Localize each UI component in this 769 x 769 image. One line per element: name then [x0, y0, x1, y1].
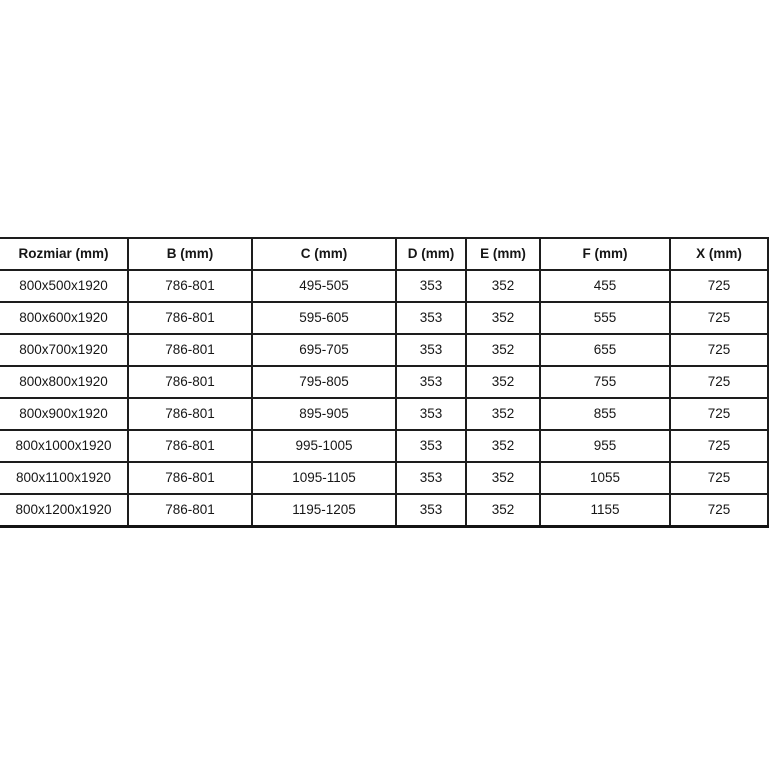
- table-cell-b: 786-801: [128, 462, 253, 495]
- table-cell-f: 855: [540, 398, 671, 431]
- table-cell-rozmiar: 800x500x1920: [0, 270, 129, 303]
- table-cell-rozmiar: 800x800x1920: [0, 366, 129, 399]
- table-cell-d: 353: [396, 334, 467, 367]
- table-cell-e: 352: [466, 398, 541, 431]
- table-cell-x: 725: [670, 462, 769, 495]
- table-cell-e: 352: [466, 494, 541, 528]
- table-cell-d: 353: [396, 366, 467, 399]
- table-cell-c: 495-505: [252, 270, 397, 303]
- table-cell-b: 786-801: [128, 334, 253, 367]
- column-header-d: D (mm): [396, 237, 467, 271]
- table-cell-c: 1195-1205: [252, 494, 397, 528]
- table-cell-f: 1155: [540, 494, 671, 528]
- table-cell-c: 595-605: [252, 302, 397, 335]
- table-cell-f: 1055: [540, 462, 671, 495]
- column-header-f: F (mm): [540, 237, 671, 271]
- table-cell-x: 725: [670, 302, 769, 335]
- table-cell-d: 353: [396, 494, 467, 528]
- dimensions-table: Rozmiar (mm) B (mm) C (mm) D (mm) E (mm) F (m…: [0, 237, 769, 528]
- table-cell-c: 795-805: [252, 366, 397, 399]
- table-cell-rozmiar: 800x600x1920: [0, 302, 129, 335]
- column-header-rozmiar: Rozmiar (mm): [0, 237, 129, 271]
- table-cell-e: 352: [466, 270, 541, 303]
- table-row: 800x700x1920 786-801 695-705 353 352 655 725: [0, 334, 769, 367]
- table-cell-x: 725: [670, 334, 769, 367]
- table-cell-rozmiar: 800x700x1920: [0, 334, 129, 367]
- table-cell-e: 352: [466, 462, 541, 495]
- table-cell-b: 786-801: [128, 494, 253, 528]
- header-row: Rozmiar (mm) B (mm) C (mm) D (mm) E (mm) F (m…: [0, 237, 769, 271]
- table-cell-c: 895-905: [252, 398, 397, 431]
- table-cell-x: 725: [670, 398, 769, 431]
- table-cell-f: 955: [540, 430, 671, 463]
- table-cell-x: 725: [670, 494, 769, 528]
- column-header-e: E (mm): [466, 237, 541, 271]
- table-row: 800x500x1920 786-801 495-505 353 352 455 725: [0, 270, 769, 303]
- table-body: 800x500x1920 786-801 495-505 353 352 455 725 80…: [0, 270, 769, 528]
- table-cell-f: 455: [540, 270, 671, 303]
- table-cell-x: 725: [670, 366, 769, 399]
- table-cell-rozmiar: 800x900x1920: [0, 398, 129, 431]
- table-cell-f: 655: [540, 334, 671, 367]
- table-cell-c: 1095-1105: [252, 462, 397, 495]
- table-cell-d: 353: [396, 430, 467, 463]
- table-row: 800x900x1920 786-801 895-905 353 352 855 725: [0, 398, 769, 431]
- table-cell-d: 353: [396, 302, 467, 335]
- table-cell-rozmiar: 800x1200x1920: [0, 494, 129, 528]
- table-cell-c: 695-705: [252, 334, 397, 367]
- column-header-c: C (mm): [252, 237, 397, 271]
- table-cell-b: 786-801: [128, 430, 253, 463]
- table-cell-d: 353: [396, 462, 467, 495]
- table-row: 800x600x1920 786-801 595-605 353 352 555 725: [0, 302, 769, 335]
- table-cell-e: 352: [466, 366, 541, 399]
- dimensions-table-container: Rozmiar (mm) B (mm) C (mm) D (mm) E (mm) F (m…: [0, 237, 769, 528]
- table-cell-rozmiar: 800x1100x1920: [0, 462, 129, 495]
- table-cell-b: 786-801: [128, 270, 253, 303]
- table-cell-e: 352: [466, 334, 541, 367]
- table-cell-rozmiar: 800x1000x1920: [0, 430, 129, 463]
- column-header-b: B (mm): [128, 237, 253, 271]
- table-cell-d: 353: [396, 398, 467, 431]
- table-cell-d: 353: [396, 270, 467, 303]
- table-cell-b: 786-801: [128, 302, 253, 335]
- table-row: 800x1100x1920 786-801 1095-1105 353 352 1055 7…: [0, 462, 769, 495]
- table-cell-x: 725: [670, 270, 769, 303]
- table-row: 800x1000x1920 786-801 995-1005 353 352 955 725: [0, 430, 769, 463]
- table-cell-e: 352: [466, 302, 541, 335]
- table-cell-b: 786-801: [128, 398, 253, 431]
- table-cell-c: 995-1005: [252, 430, 397, 463]
- table-cell-x: 725: [670, 430, 769, 463]
- table-row: 800x800x1920 786-801 795-805 353 352 755 725: [0, 366, 769, 399]
- table-cell-f: 755: [540, 366, 671, 399]
- table-cell-f: 555: [540, 302, 671, 335]
- table-row: 800x1200x1920 786-801 1195-1205 353 352 1155 7…: [0, 494, 769, 528]
- column-header-x: X (mm): [670, 237, 769, 271]
- table-cell-b: 786-801: [128, 366, 253, 399]
- table-cell-e: 352: [466, 430, 541, 463]
